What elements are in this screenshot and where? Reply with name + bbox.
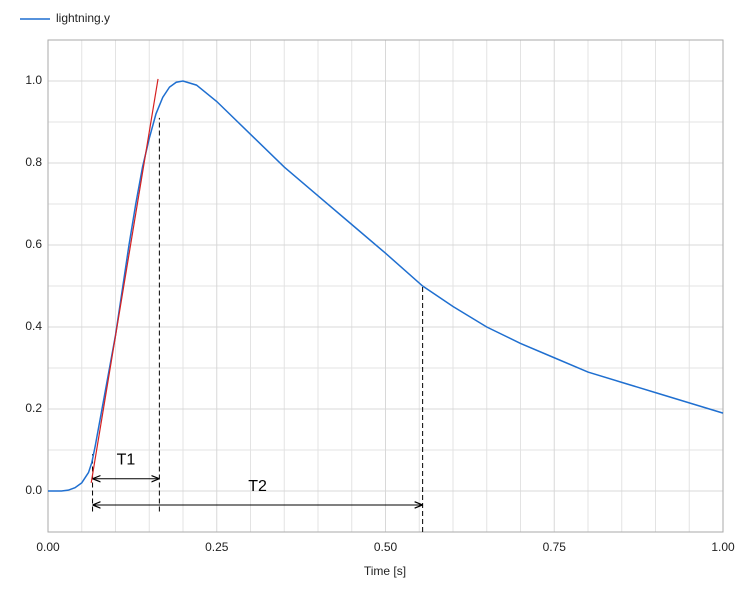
x-tick-label: 0.25: [205, 540, 229, 554]
dimension-label: T2: [248, 478, 267, 495]
plot-border: [47, 39, 724, 533]
tangent-line: [90, 78, 159, 483]
x-tick-label: 0.75: [543, 540, 567, 554]
y-tick-label: 0.0: [25, 483, 42, 497]
y-tick-label: 0.4: [25, 319, 42, 333]
y-tick-label: 0.2: [25, 401, 42, 415]
x-tick-label: 1.00: [711, 540, 735, 554]
y-tick-label: 0.6: [25, 237, 42, 251]
x-tick-label: 0.00: [36, 540, 60, 554]
y-tick-label: 1.0: [25, 73, 42, 87]
y-tick-label: 0.8: [25, 155, 42, 169]
x-tick-label: 0.50: [374, 540, 398, 554]
data-line: [48, 80, 724, 492]
x-axis-label: Time [s]: [364, 564, 406, 578]
legend-label: lightning.y: [56, 11, 110, 25]
dimension-label: T1: [117, 451, 136, 468]
